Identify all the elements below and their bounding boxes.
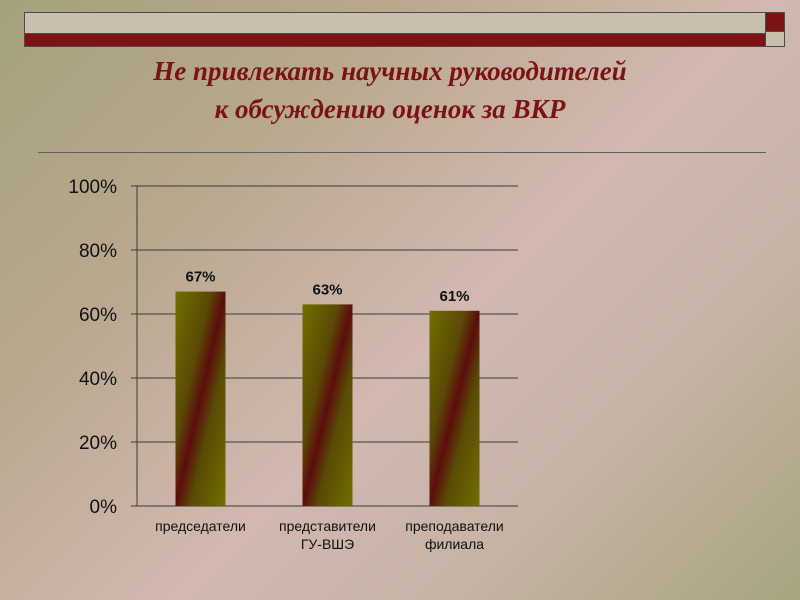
y-tick-label: 60% [79,305,117,326]
bar-layer [175,291,480,506]
bar-value-label: 67% [185,269,215,286]
bar [429,310,480,506]
label-layer: 0% 20% 40% 60% 80% 100% 67% председатели 63% пред… [68,177,503,552]
slide-title: Не привлекать научных руководителей к об… [40,52,740,128]
title-line-1: Не привлекать научных руководителей [153,56,627,86]
y-tick-label: 80% [79,241,117,262]
y-tick-label: 100% [68,177,117,198]
bar [175,291,226,506]
title-divider [38,152,766,153]
corner-square-beige [765,31,785,47]
x-category-label: ГУ-ВШЭ [301,536,354,552]
y-tick-label: 40% [79,369,117,390]
x-category-label: председатели [155,518,246,534]
title-line-2: к обсуждению оценок за ВКР [214,94,566,124]
bar-value-label: 61% [439,288,469,305]
x-category-label: преподаватели [405,518,504,534]
x-category-label: представители [279,518,376,534]
bar [302,304,353,506]
bar-value-label: 63% [312,281,342,298]
y-tick-label: 0% [90,497,118,518]
y-tick-label: 20% [79,433,117,454]
x-category-label: филиала [425,536,484,552]
